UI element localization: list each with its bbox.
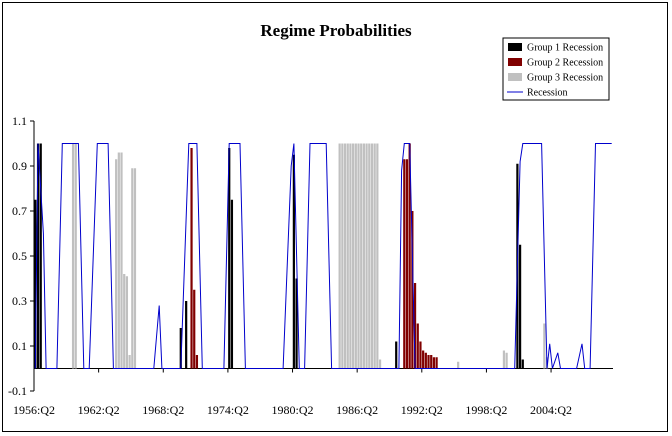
x-tick-label: 1980:Q2 [272, 403, 314, 417]
group-2-recession-bar [405, 159, 409, 369]
group-3-recession-bar [365, 143, 368, 369]
group-2-recession-bar [411, 211, 414, 369]
group-1-recession-bar [292, 154, 295, 369]
group-2-recession-bar [419, 341, 422, 369]
y-tick-label: 1.1 [12, 114, 27, 128]
group-3-recession-bar [357, 143, 360, 369]
group-2-recession-bar [403, 159, 406, 369]
group-3-recession-bar [115, 159, 118, 369]
legend-label: Group 3 Recession [527, 73, 603, 84]
group-3-recession-bar [370, 143, 374, 369]
group-2-recession-bar [195, 355, 199, 369]
recession-line [34, 143, 612, 369]
x-tick-label: 1962:Q2 [78, 403, 120, 417]
legend-swatch-group-1-recession [508, 43, 522, 51]
group-1-recession-bar [518, 244, 522, 369]
legend-swatch-group-2-recession [508, 58, 522, 66]
group-3-recession-bar [457, 361, 460, 369]
chart-title: Regime Probabilities [260, 21, 412, 40]
group-2-recession-bar [193, 289, 196, 369]
y-tick-label: -0.1 [8, 384, 27, 398]
group-3-recession-bar [360, 143, 363, 369]
group-2-recession-bar [427, 355, 430, 369]
y-tick-label: 0.5 [12, 249, 27, 263]
x-tick-label: 1986:Q2 [336, 403, 378, 417]
group-3-recession-bar [349, 143, 352, 369]
y-tick-label: 0.3 [12, 294, 27, 308]
y-tick-label: 0.9 [12, 159, 27, 173]
group-1-recession-bar [36, 143, 40, 369]
group-3-recession-bar [133, 168, 137, 369]
group-2-recession-bar [416, 323, 419, 369]
group-3-recession-bar [120, 152, 123, 369]
group-3-recession-bar [131, 168, 134, 369]
group-1-recession-bar [185, 301, 188, 369]
group-3-recession-bar [362, 143, 365, 369]
x-tick-label: 1974:Q2 [207, 403, 249, 417]
group-2-recession-bar [424, 352, 427, 369]
group-3-recession-bar [378, 359, 382, 369]
legend-label: Recession [527, 88, 568, 99]
group-3-recession-bar [125, 276, 129, 369]
group-3-recession-bar [123, 274, 126, 369]
x-tick-label: 1998:Q2 [465, 403, 507, 417]
legend-label: Group 2 Recession [527, 58, 603, 69]
group-3-recession-bar [128, 355, 131, 369]
group-2-recession-bar [422, 350, 425, 369]
group-1-recession-bar [230, 199, 234, 369]
group-3-recession-bar [117, 152, 120, 369]
group-1-recession-bar [395, 341, 398, 369]
group-2-recession-bar [190, 148, 193, 369]
group-2-recession-bar [413, 283, 417, 369]
group-3-recession-bar [543, 323, 546, 369]
legend-swatch-group-3-recession [508, 73, 522, 81]
group-1-recession-bar [295, 278, 298, 369]
plot-area: -0.1 0.1 0.3 0.5 0.7 0.9 1.1 1956:Q2 1962:Q2 1968… [8, 114, 613, 417]
group-2-recession-bar [432, 357, 436, 369]
x-tick-label: 2004:Q2 [530, 403, 572, 417]
y-tick-label: 0.1 [12, 339, 27, 353]
group-3-recession-bar [352, 143, 355, 369]
group-2-recession-bar [430, 355, 433, 369]
group-3-recession-bar [505, 352, 508, 369]
legend: Group 1 Recession Group 2 Recession Group … [502, 37, 610, 101]
group-3-recession-bar [343, 143, 347, 369]
group-3-recession-bar [354, 143, 357, 369]
group-3-recession-bar [338, 143, 341, 369]
y-tick-label: 0.7 [12, 204, 27, 218]
x-tick-label: 1992:Q2 [401, 403, 443, 417]
group-3-recession-bar [74, 143, 77, 369]
x-tick-label: 1968:Q2 [142, 403, 184, 417]
group-3-recession-bar [368, 143, 371, 369]
group-1-recession-bar [179, 328, 182, 369]
group-3-recession-bar [502, 350, 506, 369]
group-3-recession-bar [346, 143, 349, 369]
group-2-recession-bar [435, 357, 438, 369]
group-3-recession-bar [376, 143, 379, 369]
group-2-recession-bar [408, 143, 411, 369]
legend-label: Group 1 Recession [527, 43, 603, 54]
group-1-recession-bar [521, 359, 524, 369]
group-3-recession-bar [341, 143, 344, 369]
group-1-recession-bar [228, 148, 231, 369]
group-1-recession-bar [34, 199, 37, 369]
group-3-recession-bar [373, 143, 376, 369]
x-tick-label: 1956:Q2 [13, 403, 55, 417]
group-3-recession-bar [71, 143, 75, 369]
group-1-recession-bar [39, 143, 42, 369]
